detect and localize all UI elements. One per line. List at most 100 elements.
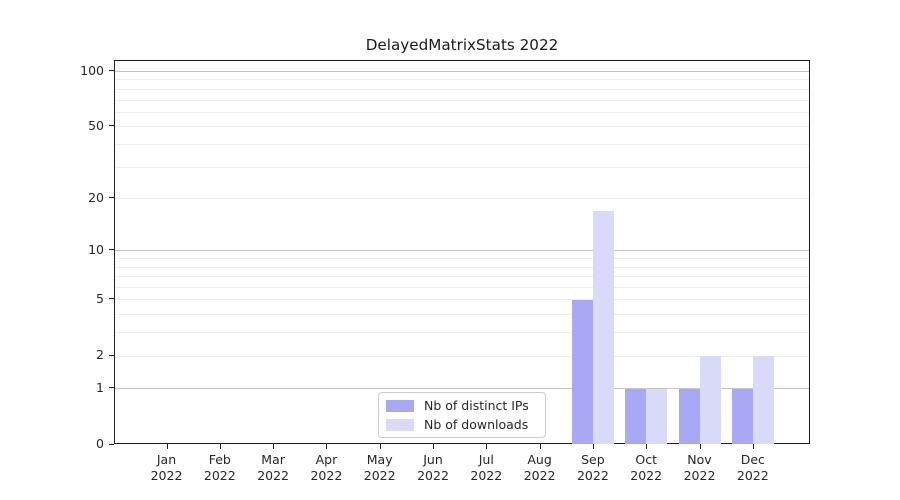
x-tick-month: Jul [478,452,494,467]
minor-gridline [115,332,809,334]
chart-title: DelayedMatrixStats 2022 [365,36,559,54]
y-tick-label: 0 [96,436,104,451]
x-tick-year: 2022 [683,468,716,483]
x-tick-mark [219,444,221,449]
x-tick-year: 2022 [417,468,449,483]
plot-area [114,60,810,444]
x-tick-month: Feb [208,452,231,467]
x-tick-year: 2022 [150,468,183,483]
x-tick-month: Jan [156,452,177,467]
x-tick-year: 2022 [736,468,769,483]
x-tick-year: 2022 [203,468,236,483]
x-tick-label: Nov 2022 [668,452,732,484]
y-tick-mark [109,298,114,300]
legend: Nb of distinct IPs Nb of downloads [378,392,546,438]
y-tick-label: 100 [80,62,104,78]
y-tick-label: 1 [96,379,104,395]
legend-entry-distinct-ips: Nb of distinct IPs [386,397,545,413]
x-tick-mark [433,444,434,449]
y-tick-mark [109,70,114,71]
x-tick-mark [486,444,488,449]
downloads-bar [752,356,774,444]
x-tick-mark [273,444,275,449]
minor-gridline [115,276,809,278]
x-tick-month: May [366,452,393,467]
downloads-swatch [386,418,414,431]
x-tick-label: Aug 2022 [508,452,572,484]
distinct-ips-bar [571,299,593,444]
minor-gridline [115,258,809,260]
x-tick-label: Feb 2022 [188,452,252,484]
y-tick-label: 2 [96,347,104,363]
x-tick-label: Sep 2022 [561,452,625,484]
y-tick-mark [109,125,114,127]
x-tick-label: Dec 2022 [721,452,785,484]
x-tick-year: 2022 [470,468,503,483]
minor-gridline [115,99,809,101]
x-tick-mark [646,444,648,449]
x-tick-month: Dec [740,452,765,467]
major-gridline [115,71,809,72]
y-tick-mark [109,443,114,445]
major-gridline [115,250,809,252]
x-tick-label: Mar 2022 [241,452,305,484]
x-tick-label: May 2022 [348,452,412,484]
y-tick-mark [109,387,114,389]
x-tick-label: Jun 2022 [401,452,465,484]
x-tick-mark [539,444,541,449]
x-tick-month: Oct [635,452,657,467]
x-tick-month: Mar [261,452,285,467]
legend-label-downloads: Nb of downloads [424,416,529,432]
y-tick-mark [109,249,114,251]
x-tick-year: 2022 [576,468,609,483]
downloads-bar [646,388,668,444]
distinct-ips-bar [678,388,700,444]
minor-gridline [115,266,809,268]
x-tick-month: Jun [423,452,443,467]
x-tick-mark [592,444,594,449]
minor-gridline [115,111,809,113]
minor-gridline [115,299,809,301]
x-tick-month: Nov [687,452,712,467]
x-tick-year: 2022 [363,468,396,483]
minor-gridline [115,314,809,316]
x-tick-mark [166,444,168,449]
downloads-bar [592,211,614,444]
minor-gridline [115,355,809,357]
y-tick-mark [109,197,114,199]
y-tick-label: 50 [88,117,104,133]
x-tick-year: 2022 [630,468,663,483]
x-tick-month: Aug [527,452,552,467]
x-tick-mark [326,444,328,449]
y-tick-mark [109,354,114,356]
minor-gridline [115,126,809,128]
x-tick-mark [752,444,754,449]
y-tick-label: 5 [96,290,104,306]
legend-label-distinct-ips: Nb of distinct IPs [424,397,529,413]
downloads-bar [699,356,721,444]
y-tick-label: 10 [88,241,104,257]
distinct-ips-bar [625,388,647,444]
minor-gridline [115,166,809,168]
x-tick-year: 2022 [257,468,289,483]
x-tick-month: Sep [581,452,605,467]
x-tick-year: 2022 [523,468,556,483]
minor-gridline [115,287,809,289]
minor-gridline [115,88,809,90]
x-tick-month: Apr [315,452,338,467]
legend-entry-downloads: Nb of downloads [386,416,545,432]
major-gridline [115,388,809,390]
distinct-ips-bar [731,388,753,444]
x-tick-mark [699,444,701,449]
x-tick-label: Jan 2022 [135,452,199,484]
minor-gridline [115,79,809,81]
x-tick-label: Oct 2022 [614,452,678,484]
x-tick-mark [379,444,381,449]
y-tick-label: 20 [88,189,104,205]
distinct-ips-swatch [386,399,414,412]
x-tick-label: Apr 2022 [294,452,358,484]
minor-gridline [115,198,809,200]
x-tick-year: 2022 [310,468,343,483]
minor-gridline [115,143,809,145]
